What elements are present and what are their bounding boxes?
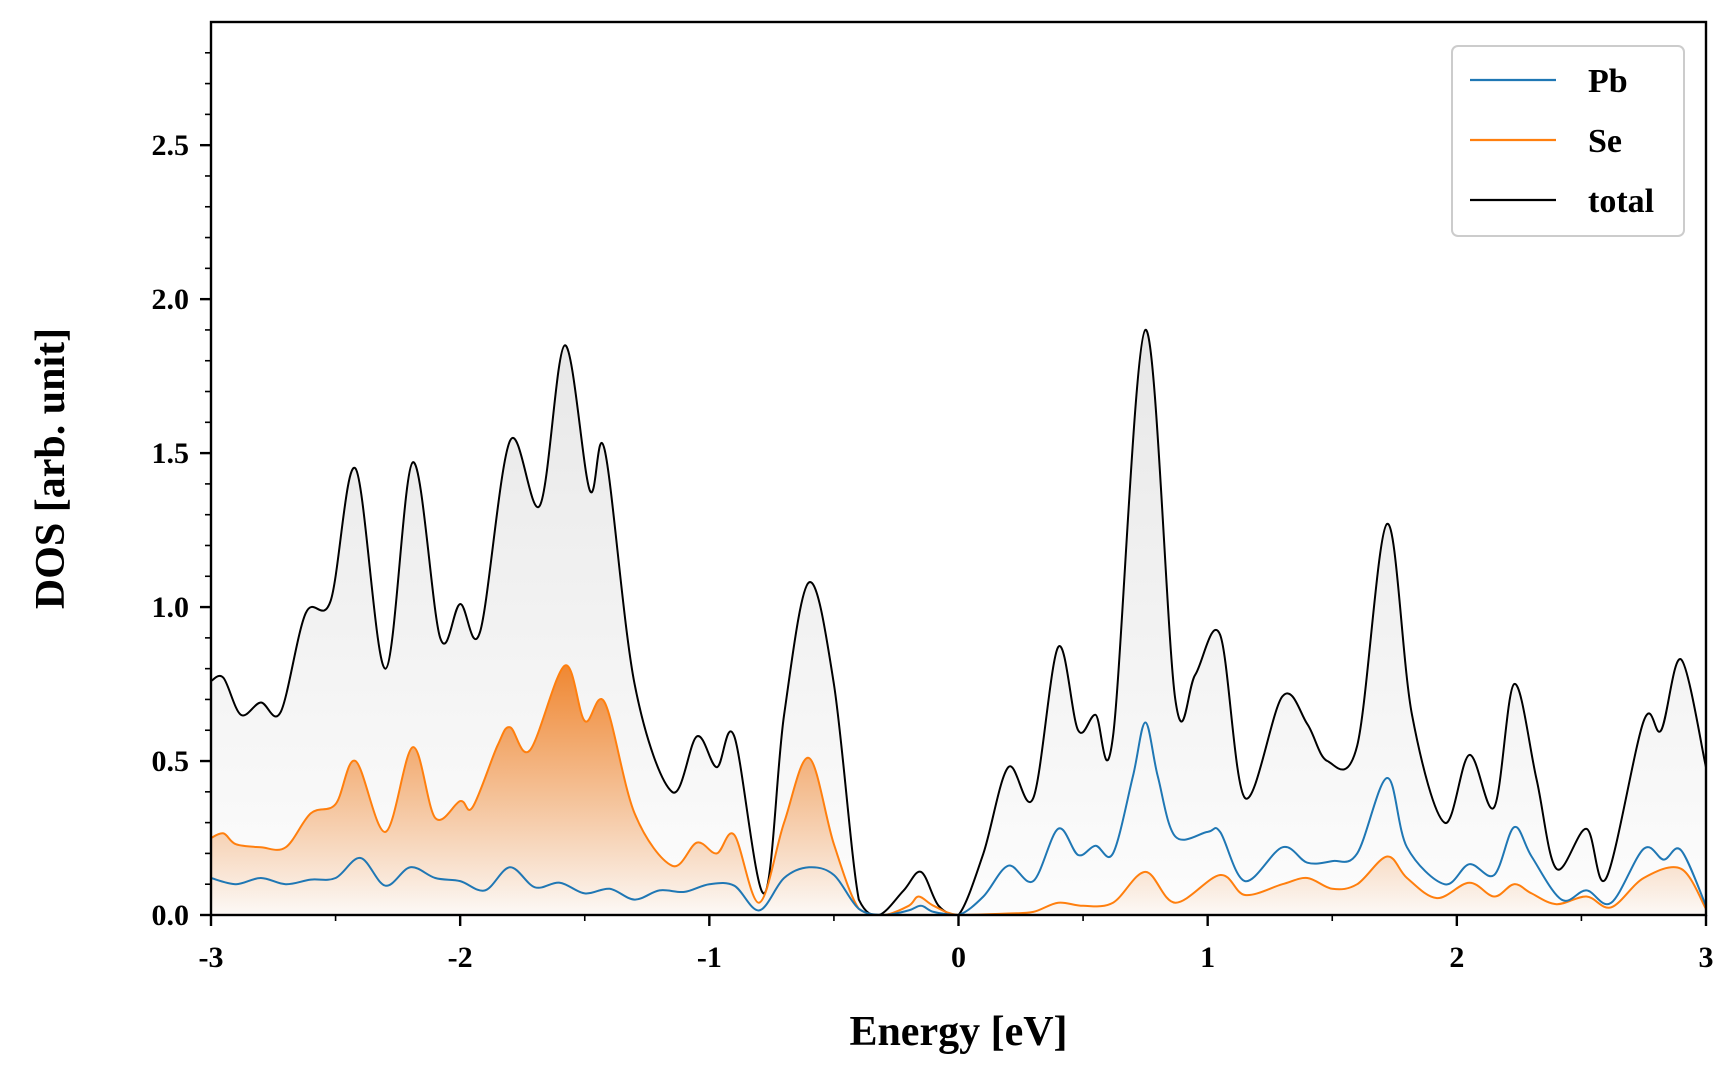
series-line-pb bbox=[211, 721, 1706, 915]
x-tick-label: 2 bbox=[1449, 941, 1464, 974]
x-tick-label: -2 bbox=[448, 941, 473, 974]
legend-label-total: total bbox=[1588, 183, 1654, 220]
y-tick-label: 0.0 bbox=[152, 899, 190, 932]
x-tick-label: -1 bbox=[697, 941, 722, 974]
y-tick-label: 0.5 bbox=[152, 745, 190, 778]
x-tick-label: 0 bbox=[951, 941, 966, 974]
x-axis-ticks: -3 -2 -1 0 1 2 3 bbox=[199, 915, 1714, 974]
x-axis-label: Energy [eV] bbox=[849, 1009, 1067, 1055]
series-fills bbox=[211, 329, 1706, 915]
x-tick-label: 1 bbox=[1200, 941, 1215, 974]
y-axis-ticks: 0.0 0.5 1.0 1.5 2.0 2.5 bbox=[152, 51, 211, 932]
y-tick-label: 2.5 bbox=[152, 129, 190, 162]
legend-box bbox=[1451, 45, 1685, 237]
y-axis-label: DOS [arb. unit] bbox=[28, 328, 74, 609]
legend-label-se: Se bbox=[1588, 123, 1622, 160]
legend: Pb Se total bbox=[1451, 45, 1685, 237]
y-tick-label: 1.5 bbox=[152, 437, 190, 470]
legend-label-pb: Pb bbox=[1588, 63, 1628, 100]
series-lines bbox=[211, 328, 1706, 915]
x-tick-label: 3 bbox=[1699, 941, 1714, 974]
x-tick-label: -3 bbox=[199, 941, 224, 974]
fill-area-se bbox=[211, 665, 1706, 915]
y-tick-label: 2.0 bbox=[152, 283, 190, 316]
y-tick-label: 1.0 bbox=[152, 591, 190, 624]
